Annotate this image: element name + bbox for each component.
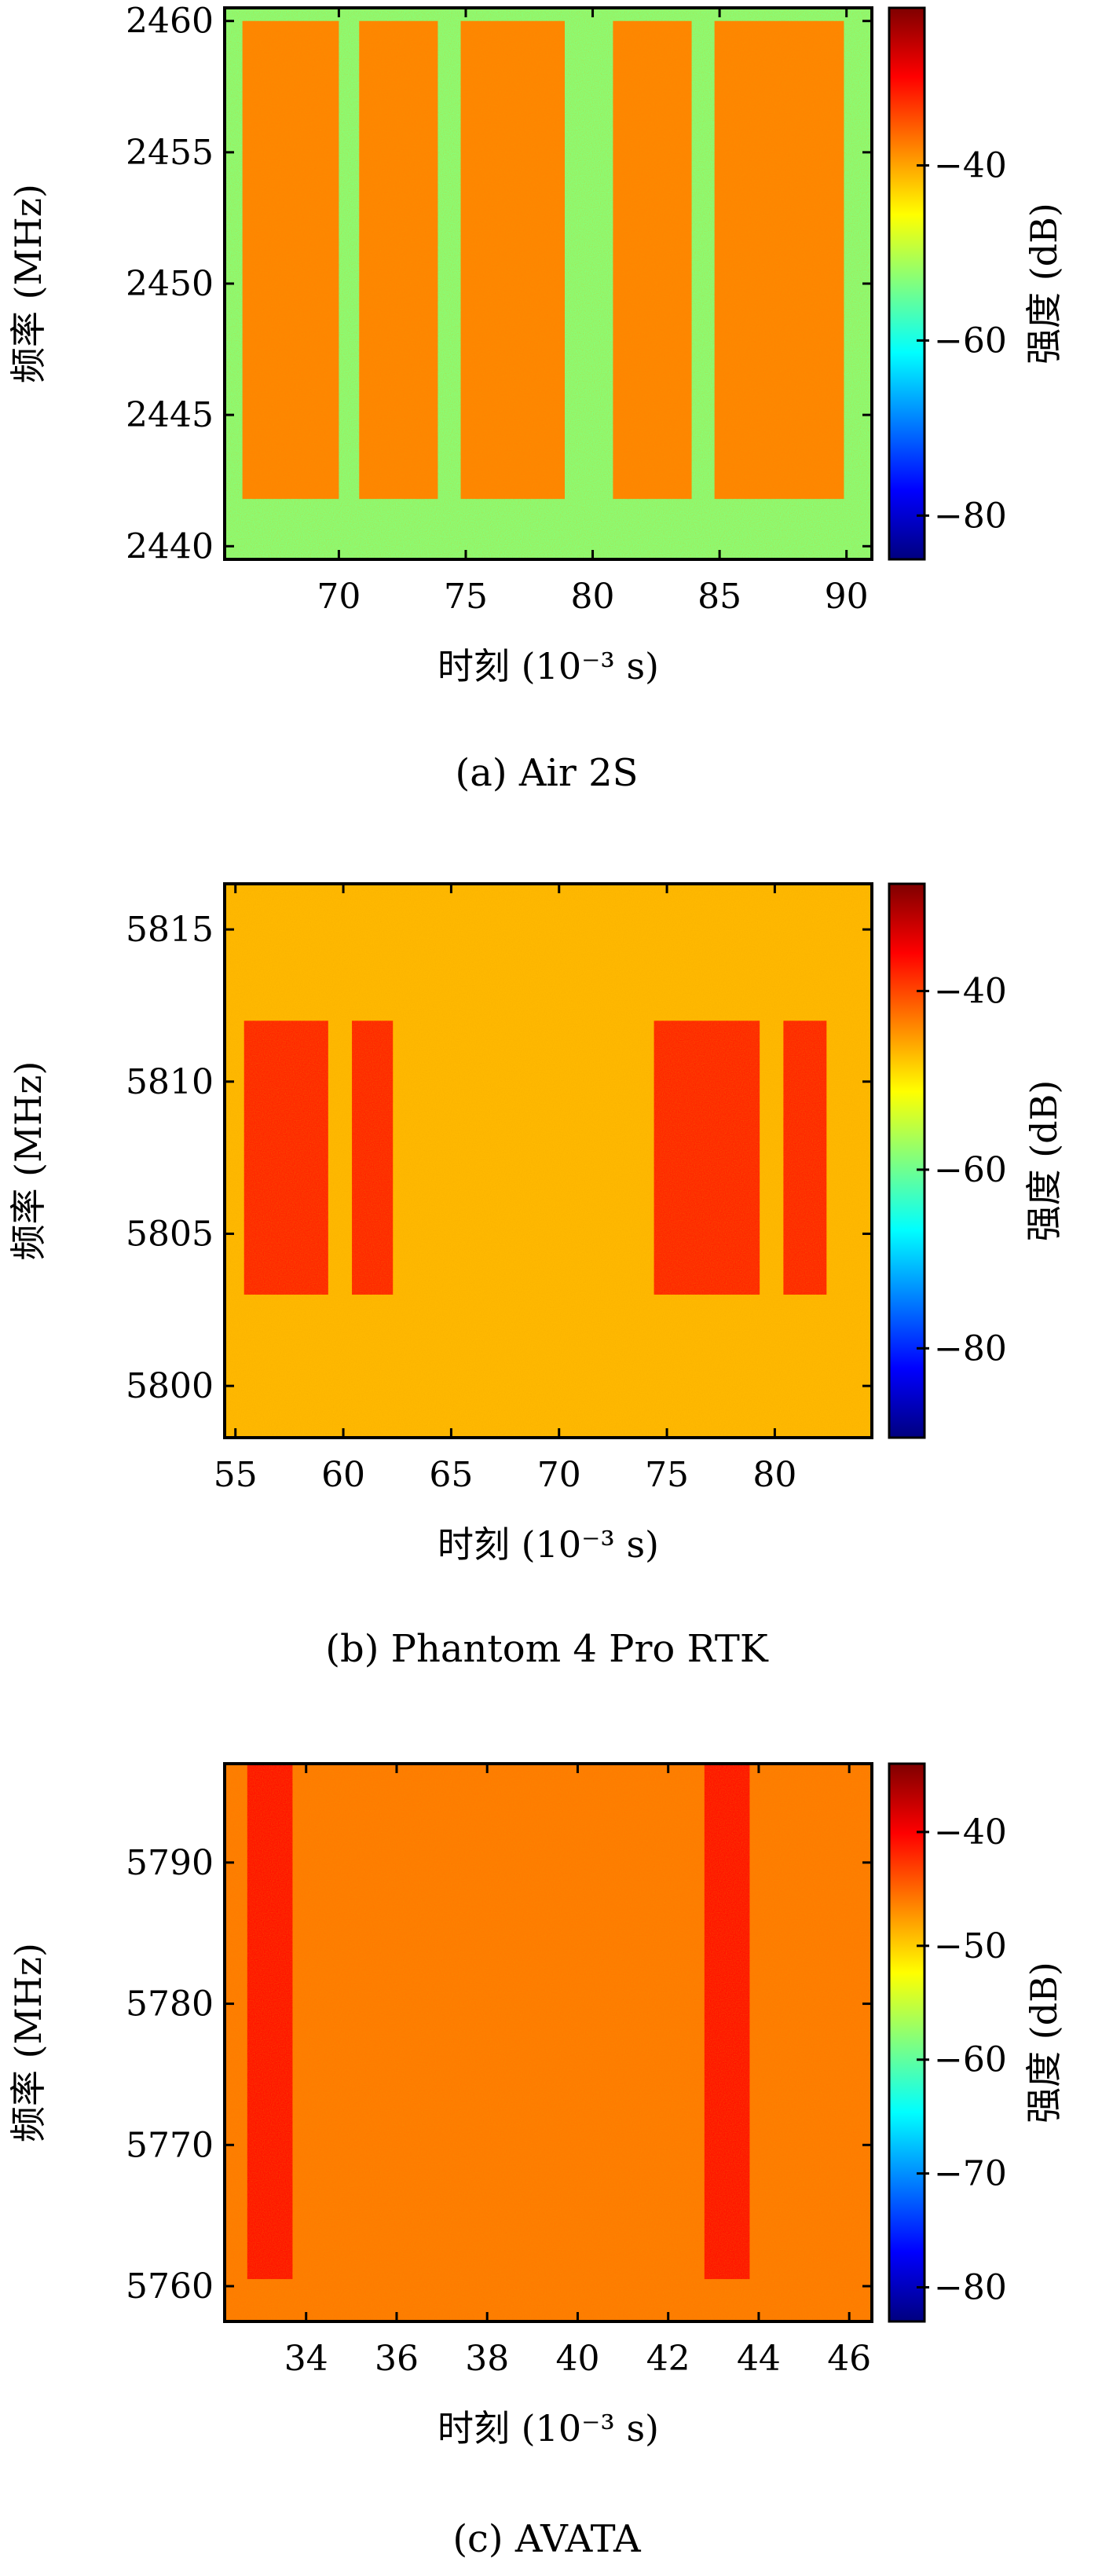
colorbar-tick-label: −60 — [934, 2040, 1007, 2080]
x-axis-label: 时刻 (10⁻³ s) — [438, 645, 659, 687]
x-tick-label: 44 — [737, 2339, 781, 2379]
x-tick-label: 40 — [555, 2339, 599, 2379]
y-tick-label: 5805 — [126, 1214, 214, 1254]
x-axis-label: 时刻 (10⁻³ s) — [438, 2407, 659, 2450]
y-tick-label: 5800 — [126, 1366, 214, 1406]
colorbar-tick-label: −40 — [934, 971, 1007, 1011]
subfigure-caption: (c) AVATA — [452, 2517, 642, 2561]
spectrogram-panel: 55 60 65 70 75 80 5800 5805 5810 5815 时刻 (10⁻³ s) 频… — [7, 882, 1065, 1671]
y-tick-label: 5790 — [126, 1843, 214, 1883]
colorbar-tick-label: −50 — [934, 1926, 1007, 1966]
colorbar — [888, 1762, 926, 2323]
subfigure-caption: (a) Air 2S — [456, 751, 639, 795]
x-tick-label: 36 — [375, 2339, 419, 2379]
y-axis-label: 频率 (MHz) — [7, 1061, 49, 1261]
spectrogram-noise — [225, 8, 872, 559]
colorbar-tick-label: −80 — [934, 1328, 1007, 1369]
y-tick-label: 5760 — [126, 2266, 214, 2307]
y-tick-label: 5770 — [126, 2125, 214, 2165]
x-tick-label: 75 — [645, 1455, 689, 1495]
x-tick-label: 70 — [317, 577, 361, 617]
x-tick-label: 80 — [571, 577, 615, 617]
x-tick-label: 46 — [827, 2339, 871, 2379]
colorbar-label: 强度 (dB) — [1023, 1080, 1065, 1242]
colorbar-tick-label: −40 — [934, 146, 1007, 186]
x-tick-label: 42 — [646, 2339, 690, 2379]
colorbar — [888, 6, 926, 561]
y-tick-label: 5810 — [126, 1062, 214, 1102]
colorbar-tick-label: −40 — [934, 1812, 1007, 1852]
x-tick-label: 90 — [825, 577, 869, 617]
spectrogram-panel: 34 36 38 40 42 44 46 5760 5770 5780 5790 时刻 (10⁻³ s… — [7, 1762, 1065, 2561]
colorbar — [888, 882, 926, 1439]
colorbar-tick-label: −60 — [934, 1150, 1007, 1190]
x-tick-label: 34 — [284, 2339, 328, 2379]
colorbar-label: 强度 (dB) — [1023, 203, 1065, 365]
y-axis-label: 频率 (MHz) — [7, 184, 49, 383]
x-tick-label: 60 — [321, 1455, 365, 1495]
x-axis-label: 时刻 (10⁻³ s) — [438, 1523, 659, 1566]
x-tick-label: 65 — [429, 1455, 473, 1495]
y-axis-label: 频率 (MHz) — [7, 1943, 49, 2142]
spectrogram-noise — [225, 1764, 872, 2321]
spectrogram-panel: 70 75 80 85 90 2440 2445 2450 2455 2460 时刻 (10⁻³ s… — [7, 2, 1065, 795]
plot-frame — [223, 1762, 873, 2323]
x-tick-label: 80 — [752, 1455, 796, 1495]
colorbar-tick-label: −80 — [934, 496, 1007, 536]
x-tick-label: 75 — [444, 577, 488, 617]
plot-frame — [223, 882, 873, 1439]
y-tick-label: 2455 — [126, 133, 214, 173]
x-tick-label: 70 — [537, 1455, 581, 1495]
colorbar-tick-label: −70 — [934, 2154, 1007, 2194]
y-tick-label: 5815 — [126, 910, 214, 950]
spectrogram-noise — [225, 884, 872, 1438]
y-tick-label: 2440 — [126, 526, 214, 566]
y-tick-label: 2460 — [126, 2, 214, 42]
colorbar-label: 强度 (dB) — [1023, 1962, 1065, 2123]
x-tick-label: 85 — [697, 577, 741, 617]
subfigure-caption: (b) Phantom 4 Pro RTK — [325, 1627, 769, 1671]
y-tick-label: 5780 — [126, 1984, 214, 2025]
x-tick-label: 55 — [214, 1455, 258, 1495]
colorbar-tick-label: −60 — [934, 321, 1007, 361]
y-tick-label: 2450 — [126, 264, 214, 304]
y-tick-label: 2445 — [126, 395, 214, 435]
x-tick-label: 38 — [465, 2339, 509, 2379]
colorbar-tick-label: −80 — [934, 2268, 1007, 2308]
